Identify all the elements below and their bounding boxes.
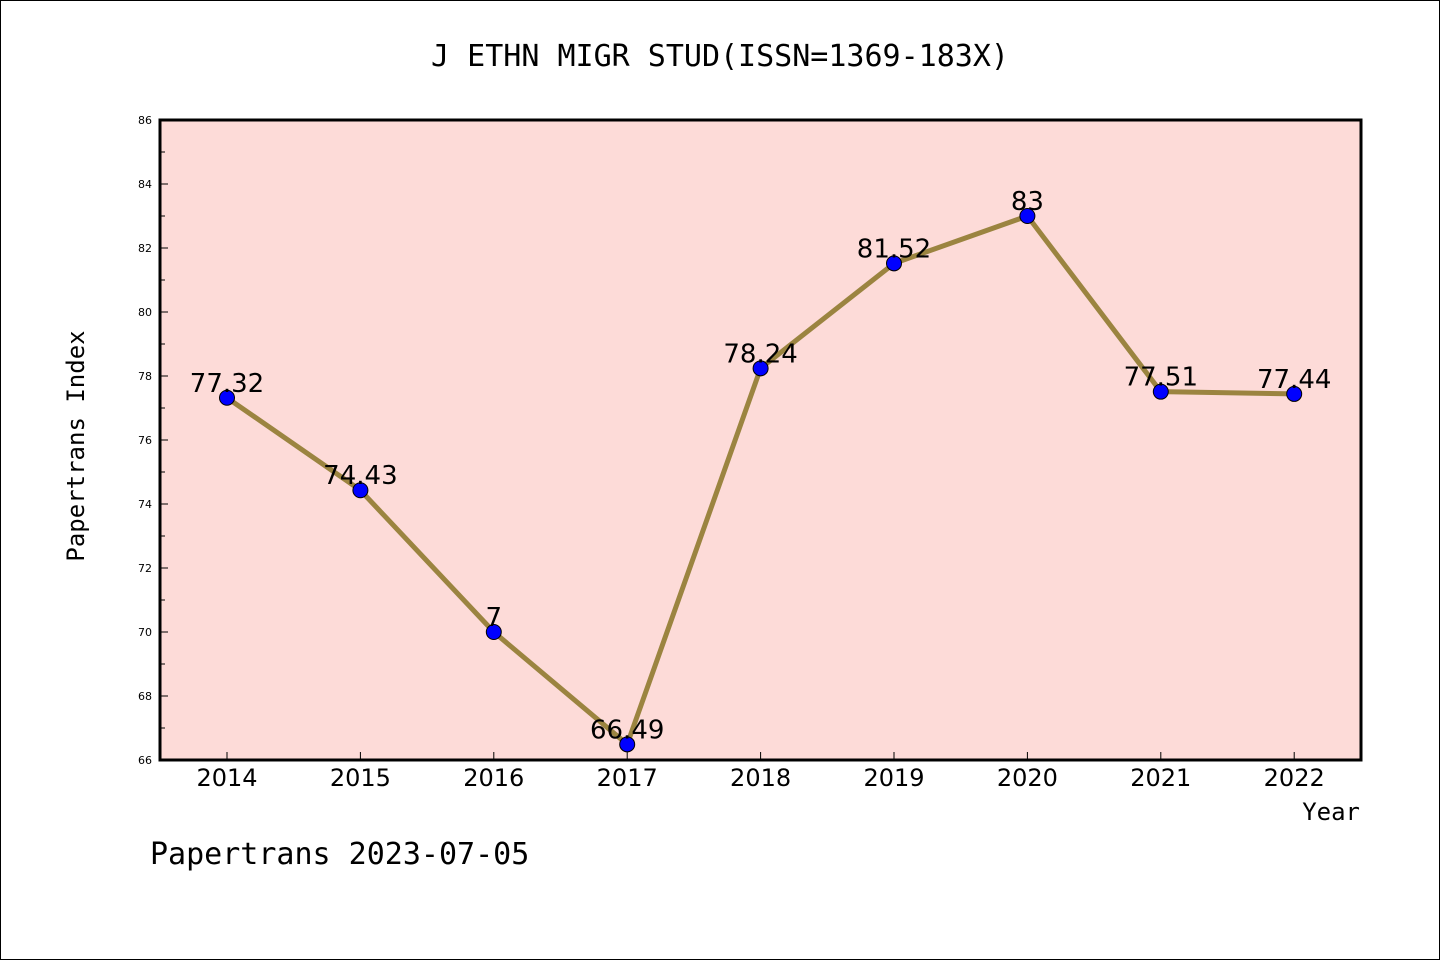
plot-border — [158, 118, 1363, 762]
x-tick-label: 2022 — [1264, 764, 1325, 792]
data-label: 7 — [486, 603, 503, 633]
data-label: 77.51 — [1124, 363, 1198, 393]
data-point — [1286, 385, 1303, 402]
y-tick-label: 70 — [138, 626, 152, 639]
data-label: 78.24 — [723, 339, 797, 369]
data-point — [352, 482, 369, 499]
y-tick-label: 82 — [138, 242, 152, 255]
data-point — [485, 624, 502, 640]
x-tick-label: 2017 — [597, 764, 658, 792]
footer-date-note: Papertrans 2023-07-05 — [150, 837, 529, 872]
data-markers — [219, 208, 1303, 753]
data-label: 74.43 — [323, 461, 397, 491]
data-labels: 77.32 74.43 7 66.49 78.24 81.52 83 77.51 77.44 — [190, 187, 1332, 745]
y-tick-label: 78 — [138, 370, 152, 383]
data-point — [1019, 208, 1036, 224]
x-tick-label: 2021 — [1130, 764, 1191, 792]
x-tick-label: 2014 — [196, 764, 257, 792]
x-tick-label: 2020 — [997, 764, 1058, 792]
x-axis: 2014 2015 2016 2017 2018 2019 2020 2021 2022 — [196, 752, 1325, 792]
data-point — [619, 736, 636, 753]
x-tick-label: 2015 — [330, 764, 391, 792]
plot-area — [160, 120, 1361, 760]
y-tick-label: 66 — [138, 754, 152, 767]
y-tick-label: 76 — [138, 434, 152, 447]
data-point — [752, 360, 769, 377]
x-tick-label: 2016 — [463, 764, 524, 792]
chart-title: J ETHN MIGR STUD(ISSN=1369-183X) — [431, 39, 1009, 74]
data-point — [219, 389, 235, 406]
y-tick-label: 68 — [138, 690, 152, 703]
y-tick-label: 74 — [138, 498, 152, 511]
data-point — [886, 255, 902, 272]
y-tick-label: 84 — [138, 178, 152, 191]
x-tick-label: 2019 — [863, 764, 924, 792]
y-tick-label: 80 — [138, 306, 152, 319]
data-label: 81.52 — [857, 234, 931, 264]
y-tick-label: 86 — [138, 114, 152, 127]
data-label: 77.44 — [1257, 365, 1331, 395]
data-label: 83 — [1011, 187, 1044, 217]
data-point — [1152, 383, 1169, 400]
data-label: 77.32 — [190, 369, 264, 399]
y-tick-label: 72 — [138, 562, 152, 575]
y-axis-label: Papertrans Index — [62, 330, 90, 561]
data-label: 66.49 — [590, 715, 664, 745]
x-axis-label: Year — [1302, 798, 1360, 826]
x-tick-label: 2018 — [730, 764, 791, 792]
